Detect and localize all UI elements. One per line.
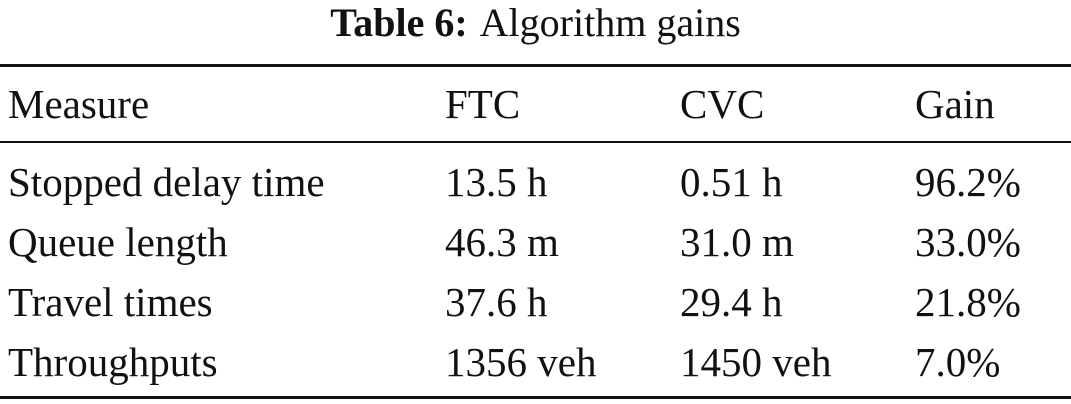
cell: 0.51 h [680,159,783,205]
bottom-rule [0,396,1071,399]
caption-title: Algorithm gains [479,0,741,45]
top-rule [0,64,1071,67]
header-cell: Measure [8,81,150,127]
cell: Stopped delay time [8,159,325,205]
cell: 96.2% [915,159,1021,205]
cell: Travel times [8,279,213,325]
cell: 29.4 h [680,279,783,325]
cell: 46.3 m [445,219,559,265]
cell: 1450 veh [680,339,832,385]
header-cell: FTC [445,81,521,127]
cell: Throughputs [8,339,218,385]
caption-label: Table 6: [330,0,468,45]
cell: 37.6 h [445,279,548,325]
cell: 33.0% [915,219,1021,265]
cell: Queue length [8,219,228,265]
header-rule [0,141,1071,143]
cell: 31.0 m [680,219,794,265]
header-cell: Gain [915,81,995,127]
header-cell: CVC [680,81,765,127]
table-caption: Table 6: Algorithm gains [0,0,1071,46]
cell: 7.0% [915,339,1001,385]
cell: 13.5 h [445,159,548,205]
cell: 1356 veh [445,339,597,385]
cell: 21.8% [915,279,1021,325]
